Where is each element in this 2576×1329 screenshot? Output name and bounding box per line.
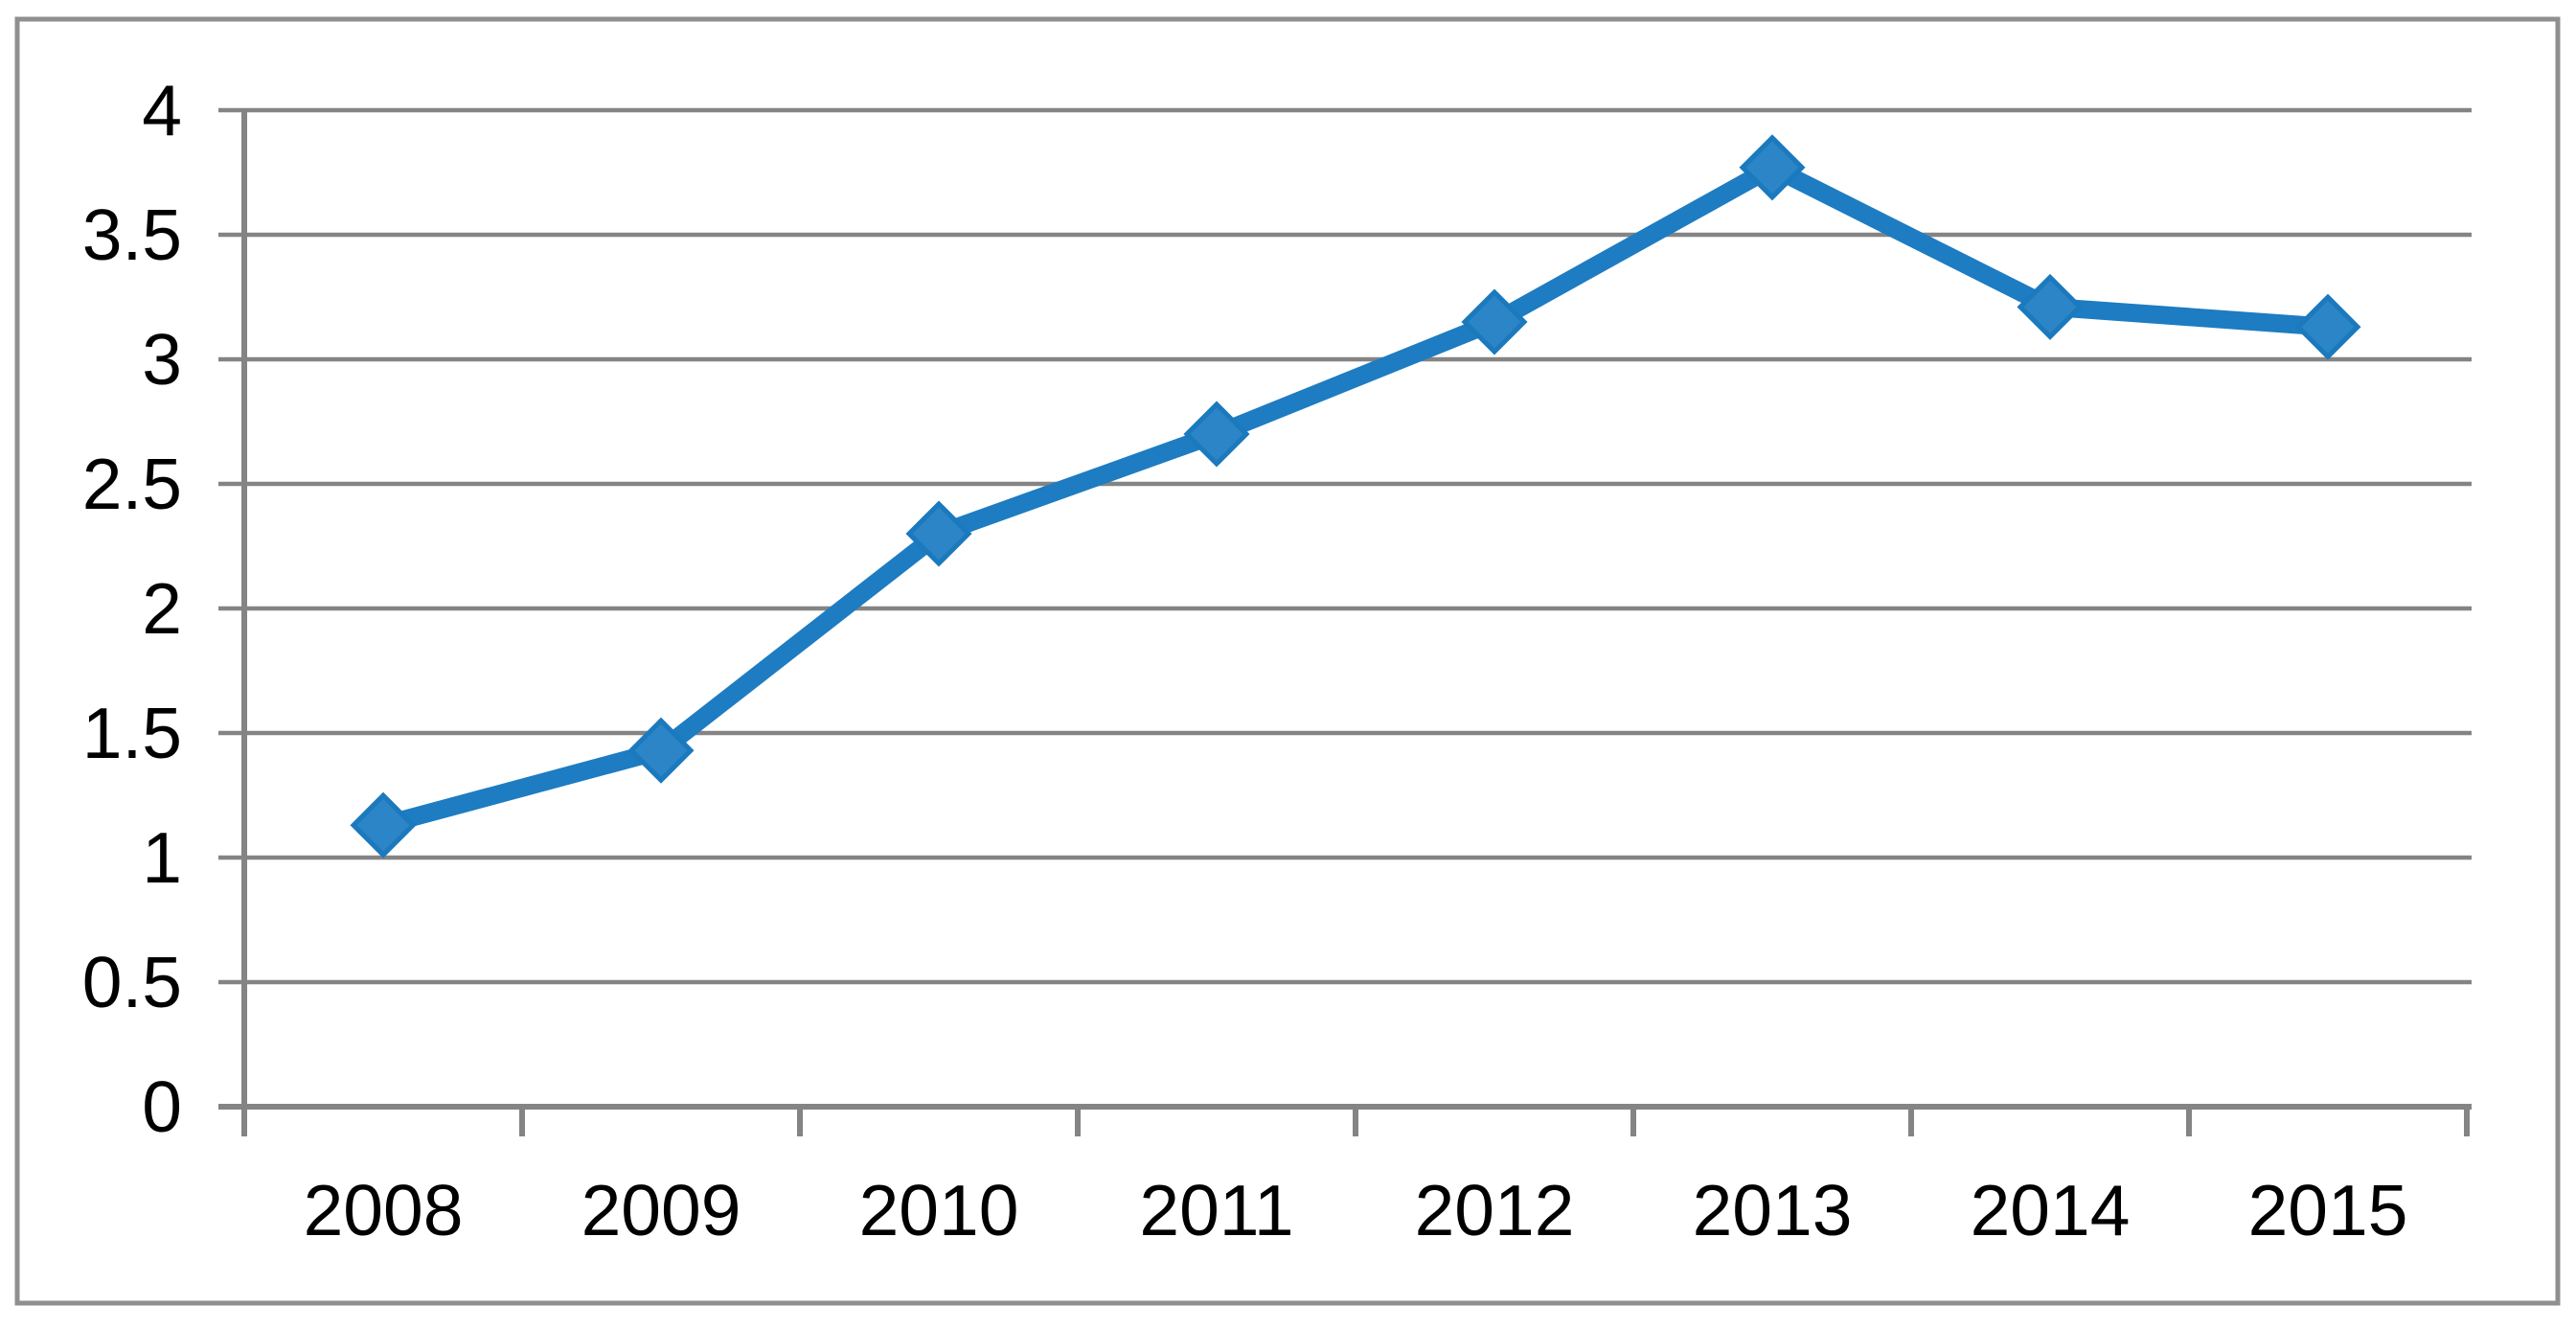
y-tick-label: 4 (142, 70, 182, 150)
data-point-2013 (1739, 134, 1806, 201)
y-tick-label: 1.5 (82, 693, 182, 773)
chart-border (14, 16, 2561, 1306)
data-point-2014 (2017, 273, 2084, 340)
x-tick-label: 2015 (2248, 1170, 2408, 1250)
data-point-2011 (1183, 401, 1250, 468)
y-tick-label: 2 (142, 568, 182, 649)
series-line (380, 157, 2329, 835)
x-tick-label: 2012 (1415, 1170, 1575, 1250)
x-tick-label: 2010 (859, 1170, 1019, 1250)
y-tick-label: 0 (142, 1066, 182, 1147)
x-tick-label: 2009 (581, 1170, 741, 1250)
y-tick-label: 1 (142, 817, 182, 898)
x-tick-label: 2008 (304, 1170, 464, 1250)
x-tick-label: 2011 (1139, 1170, 1293, 1250)
y-tick-label: 3.5 (82, 195, 182, 275)
data-point-2015 (2294, 293, 2361, 360)
x-tick-label: 2014 (1971, 1170, 2131, 1250)
data-point-2012 (1461, 288, 1528, 355)
data-point-2008 (350, 791, 417, 859)
x-tick-label: 2013 (1693, 1170, 1853, 1250)
y-tick-label: 0.5 (82, 942, 182, 1022)
y-tick-label: 2.5 (82, 444, 182, 524)
y-tick-label: 3 (142, 319, 182, 400)
data-point-2009 (627, 717, 695, 784)
data-point-2010 (905, 500, 972, 567)
